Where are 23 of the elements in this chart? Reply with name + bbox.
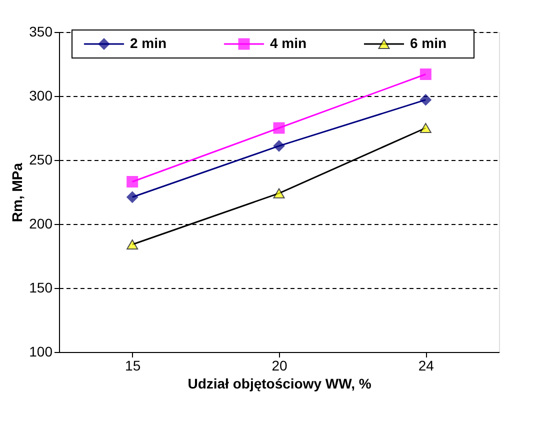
point — [420, 122, 432, 134]
y-tick-label: 350 — [29, 24, 53, 40]
point — [273, 140, 285, 152]
legend-label: 4 min — [270, 35, 307, 51]
legend-label: 2 min — [130, 35, 167, 51]
y-tick-label: 150 — [29, 280, 53, 296]
y-tick-label: 200 — [29, 216, 53, 232]
y-tick-label: 100 — [29, 344, 53, 360]
point — [126, 239, 138, 250]
point — [126, 191, 138, 203]
y-tick-label: 250 — [29, 152, 53, 168]
y-tick-label: 300 — [29, 88, 53, 104]
x-axis-title: Udział objętościowy WW, % — [188, 376, 372, 392]
legend-label: 6 min — [410, 35, 447, 51]
y-axis-title: Rm, MPa — [9, 162, 26, 222]
x-tick-label: 15 — [125, 358, 141, 374]
x-tick-label: 24 — [418, 358, 434, 374]
x-tick-label: 20 — [272, 358, 288, 374]
point — [126, 176, 138, 188]
point — [420, 68, 432, 80]
point — [273, 188, 285, 198]
point — [420, 94, 432, 106]
point — [273, 122, 285, 134]
